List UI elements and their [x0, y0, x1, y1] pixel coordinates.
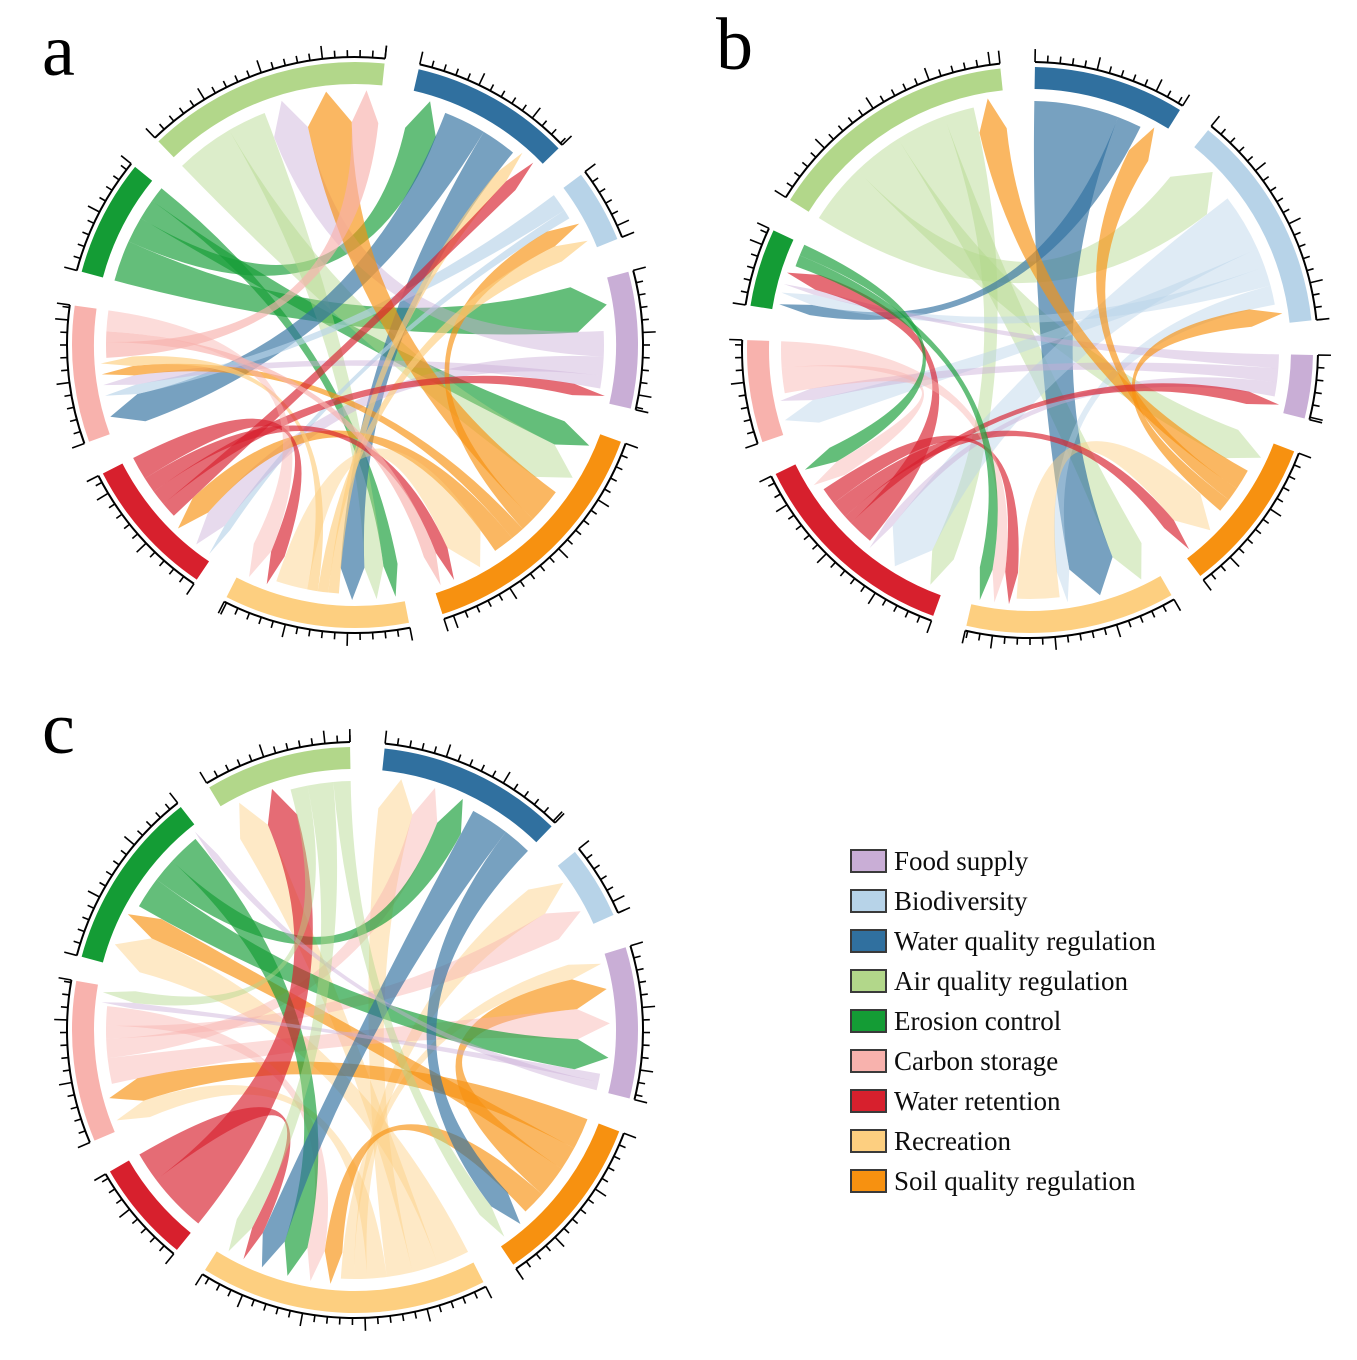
legend-swatch-icon [850, 929, 887, 953]
legend-label: Erosion control [894, 1005, 1062, 1036]
legend-label: Soil quality regulation [894, 1165, 1136, 1196]
legend-item-carbon-storage: Carbon storage [850, 1041, 1156, 1081]
panel-label-c: c [42, 688, 75, 770]
legend-label: Air quality regulation [894, 965, 1128, 996]
legend-label: Water quality regulation [894, 925, 1156, 956]
legend-label: Water retention [894, 1085, 1061, 1116]
legend-item-water-quality-regulation: Water quality regulation [850, 921, 1156, 961]
legend-swatch-icon [850, 1129, 887, 1153]
chord-diagram-a [55, 45, 656, 646]
legend-swatch-icon [850, 1009, 887, 1033]
legend-item-water-retention: Water retention [850, 1081, 1156, 1121]
legend-item-biodiversity: Biodiversity [850, 881, 1156, 921]
legend-label: Biodiversity [894, 885, 1028, 916]
legend-label: Recreation [894, 1125, 1011, 1156]
legend-item-air-quality-regulation: Air quality regulation [850, 961, 1156, 1001]
legend-item-erosion-control: Erosion control [850, 1001, 1156, 1041]
panel-label-a: a [42, 10, 75, 92]
legend-item-food-supply: Food supply [850, 841, 1156, 881]
legend-label: Carbon storage [894, 1045, 1059, 1076]
legend-swatch-icon [850, 1049, 887, 1073]
panel-label-b: b [716, 4, 753, 86]
legend-swatch-icon [850, 1169, 887, 1193]
chord-diagram-c [54, 729, 656, 1331]
legend-swatch-icon [850, 1089, 887, 1113]
legend: Food supply Biodiversity Water quality r… [850, 841, 1156, 1201]
legend-swatch-icon [850, 889, 887, 913]
legend-swatch-icon [850, 969, 887, 993]
legend-item-recreation: Recreation [850, 1121, 1156, 1161]
legend-item-soil-quality-regulation: Soil quality regulation [850, 1161, 1156, 1201]
legend-swatch-icon [850, 849, 887, 873]
chord-diagram-b [729, 49, 1331, 650]
legend-label: Food supply [894, 845, 1029, 876]
